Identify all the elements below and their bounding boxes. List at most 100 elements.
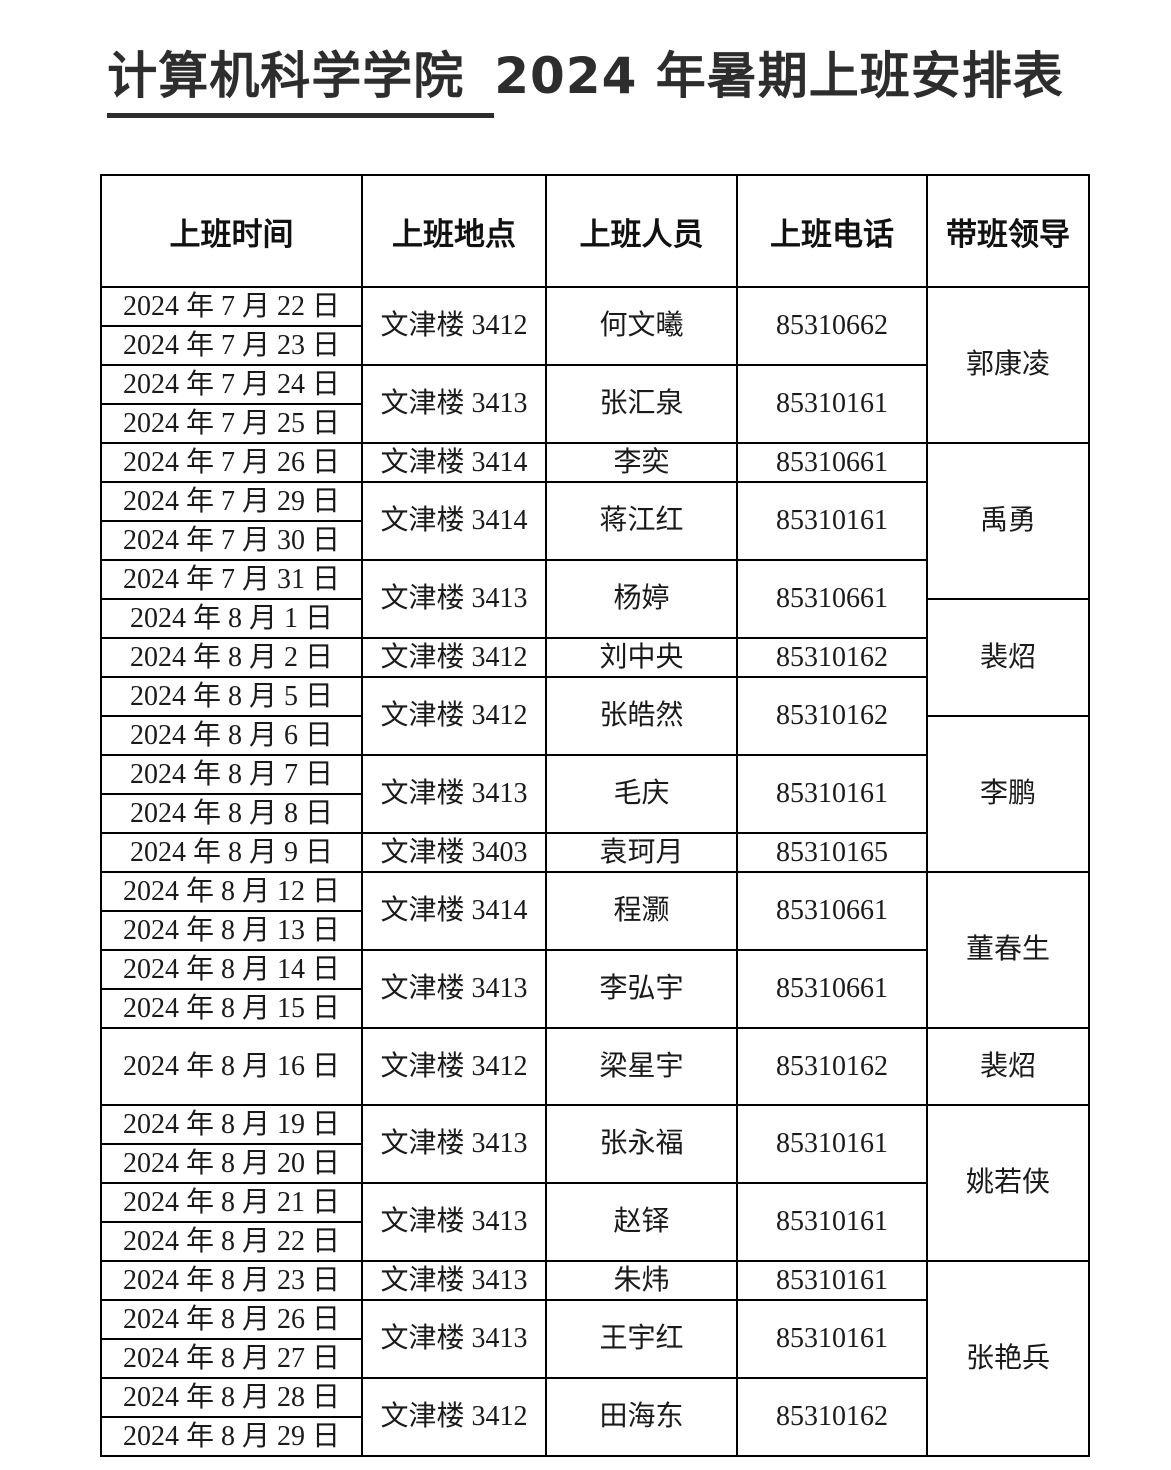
table-row: 2024 年 8 月 22 日 <box>100 1221 1089 1262</box>
location-cell: 文津楼 3412 <box>361 286 547 366</box>
date-cell: 2024 年 8 月 22 日 <box>100 1221 363 1262</box>
location-cell: 文津楼 3414 <box>361 871 547 951</box>
date-cell: 2024 年 7 月 29 日 <box>100 481 363 522</box>
page-title-underlined-part: 计算机科学学院 <box>107 36 495 118</box>
leader-cell: 裴炤 <box>926 1027 1090 1106</box>
person-cell: 李弘宇 <box>545 949 738 1029</box>
phone-cell: 85310661 <box>736 949 928 1029</box>
page-title: 计算机科学学院 2024 年暑期上班安排表 <box>0 0 1171 118</box>
table-row: 2024 年 8 月 9 日文津楼 3403 袁珂月 85310165 <box>100 832 1089 873</box>
phone-cell: 85310662 <box>736 286 928 366</box>
table-row: 2024 年 8 月 21 日文津楼 3413 赵铎 85310161 <box>100 1182 1089 1262</box>
phone-cell: 85310161 <box>736 1104 928 1184</box>
header-row: 上班时间 上班地点 上班人员 上班电话 带班领导 <box>100 174 1090 288</box>
table-row: 2024 年 8 月 23 日文津楼 3413 朱炜 85310161 张艳兵 <box>100 1260 1090 1457</box>
location-cell: 文津楼 3403 <box>361 832 547 873</box>
date-cell: 2024 年 8 月 23 日 <box>100 1260 363 1301</box>
location-cell: 文津楼 3413 <box>361 1182 547 1262</box>
phone-cell: 85310162 <box>736 676 928 756</box>
location-cell: 文津楼 3413 <box>361 949 547 1029</box>
table-row: 2024 年 8 月 7 日文津楼 3413 毛庆 85310161 <box>100 754 1089 834</box>
date-cell: 2024 年 8 月 9 日 <box>100 832 363 873</box>
person-cell: 田海东 <box>545 1377 738 1457</box>
table-row: 2024 年 8 月 20 日 <box>100 1143 1089 1184</box>
location-cell: 文津楼 3412 <box>361 637 547 678</box>
phone-cell: 85310161 <box>736 481 928 561</box>
table-row: 2024 年 7 月 22 日文津楼 3412 何文曦 85310662 郭康凌 <box>100 286 1090 444</box>
column-header: 上班地点 <box>361 174 547 288</box>
leader-cell: 姚若侠 <box>926 1104 1090 1262</box>
phone-cell: 85310661 <box>736 559 928 639</box>
table-row: 2024 年 8 月 29 日 <box>100 1416 1089 1457</box>
table-row: 2024 年 8 月 13 日 <box>100 910 1089 951</box>
phone-cell: 85310661 <box>736 442 928 483</box>
person-cell: 朱炜 <box>545 1260 738 1301</box>
schedule-table-body: 2024 年 7 月 22 日文津楼 3412 何文曦 85310662 郭康凌 202… <box>100 286 1090 1457</box>
table-row: 2024 年 8 月 26 日文津楼 3413 王宇红 85310161 <box>100 1299 1089 1379</box>
date-cell: 2024 年 7 月 24 日 <box>100 364 363 405</box>
date-cell: 2024 年 8 月 8 日 <box>100 793 363 834</box>
phone-cell: 85310661 <box>736 871 928 951</box>
leader-cell: 李鹏 <box>926 715 1090 873</box>
table-row: 2024 年 7 月 23 日 <box>100 325 1089 366</box>
person-cell: 王宇红 <box>545 1299 738 1379</box>
leader-cell: 董春生 <box>926 871 1090 1029</box>
location-cell: 文津楼 3414 <box>361 481 547 561</box>
page-title-rest: 2024 年暑期上班安排表 <box>494 47 1064 105</box>
person-cell: 蒋江红 <box>545 481 738 561</box>
person-cell: 程灏 <box>545 871 738 951</box>
location-cell: 文津楼 3413 <box>361 754 547 834</box>
leader-cell: 张艳兵 <box>926 1260 1090 1457</box>
schedule-table-header: 上班时间 上班地点 上班人员 上班电话 带班领导 <box>100 174 1090 288</box>
table-row: 2024 年 7 月 25 日 <box>100 403 1089 444</box>
phone-cell: 85310161 <box>736 1260 928 1301</box>
date-cell: 2024 年 8 月 28 日 <box>100 1377 363 1418</box>
phone-cell: 85310161 <box>736 754 928 834</box>
leader-cell: 禹勇 <box>926 442 1090 600</box>
location-cell: 文津楼 3413 <box>361 1260 547 1301</box>
person-cell: 张永福 <box>545 1104 738 1184</box>
person-cell: 李奕 <box>545 442 738 483</box>
phone-cell: 85310162 <box>736 1027 928 1106</box>
date-cell: 2024 年 8 月 14 日 <box>100 949 363 990</box>
location-cell: 文津楼 3412 <box>361 676 547 756</box>
table-row: 2024 年 8 月 5 日文津楼 3412 张皓然 85310162 <box>100 676 1089 756</box>
location-cell: 文津楼 3413 <box>361 364 547 444</box>
table-row: 2024 年 7 月 31 日文津楼 3413 杨婷 85310661 <box>100 559 1089 639</box>
column-header: 带班领导 <box>926 174 1090 288</box>
date-cell: 2024 年 8 月 6 日 <box>100 715 363 756</box>
table-row: 2024 年 7 月 24 日文津楼 3413 张汇泉 85310161 <box>100 364 1089 444</box>
phone-cell: 85310161 <box>736 1299 928 1379</box>
date-cell: 2024 年 8 月 2 日 <box>100 637 363 678</box>
location-cell: 文津楼 3413 <box>361 1299 547 1379</box>
location-cell: 文津楼 3412 <box>361 1027 547 1106</box>
phone-cell: 85310161 <box>736 1182 928 1262</box>
phone-cell: 85310162 <box>736 637 928 678</box>
table-row: 2024 年 7 月 30 日 <box>100 520 1089 561</box>
date-cell: 2024 年 7 月 26 日 <box>100 442 363 483</box>
table-row: 2024 年 8 月 12 日文津楼 3414 程灏 85310661 董春生 <box>100 871 1090 1029</box>
date-cell: 2024 年 8 月 13 日 <box>100 910 363 951</box>
table-row: 2024 年 8 月 8 日 <box>100 793 1089 834</box>
date-cell: 2024 年 8 月 1 日 <box>100 598 363 639</box>
table-row: 2024 年 8 月 28 日文津楼 3412 田海东 85310162 <box>100 1377 1089 1457</box>
column-header: 上班人员 <box>545 174 738 288</box>
person-cell: 刘中央 <box>545 637 738 678</box>
table-row: 2024 年 8 月 27 日 <box>100 1338 1089 1379</box>
table-row: 2024 年 8 月 16 日文津楼 3412 梁星宇 85310162 裴炤 <box>100 1027 1090 1106</box>
date-cell: 2024 年 8 月 5 日 <box>100 676 363 717</box>
table-row: 2024 年 8 月 6 日 李鹏 <box>100 715 1090 873</box>
date-cell: 2024 年 7 月 23 日 <box>100 325 363 366</box>
table-row: 2024 年 7 月 26 日文津楼 3414 李奕 85310661 禹勇 <box>100 442 1090 600</box>
table-row: 2024 年 8 月 2 日文津楼 3412 刘中央 85310162 <box>100 637 1089 678</box>
leader-cell: 裴炤 <box>926 598 1090 717</box>
date-cell: 2024 年 8 月 29 日 <box>100 1416 363 1457</box>
date-cell: 2024 年 8 月 21 日 <box>100 1182 363 1223</box>
person-cell: 杨婷 <box>545 559 738 639</box>
date-cell: 2024 年 7 月 22 日 <box>100 286 363 327</box>
column-header: 上班电话 <box>736 174 928 288</box>
date-cell: 2024 年 7 月 30 日 <box>100 520 363 561</box>
date-cell: 2024 年 8 月 26 日 <box>100 1299 363 1340</box>
table-row: 2024 年 8 月 1 日 裴炤 <box>100 598 1090 717</box>
column-header: 上班时间 <box>100 174 363 288</box>
